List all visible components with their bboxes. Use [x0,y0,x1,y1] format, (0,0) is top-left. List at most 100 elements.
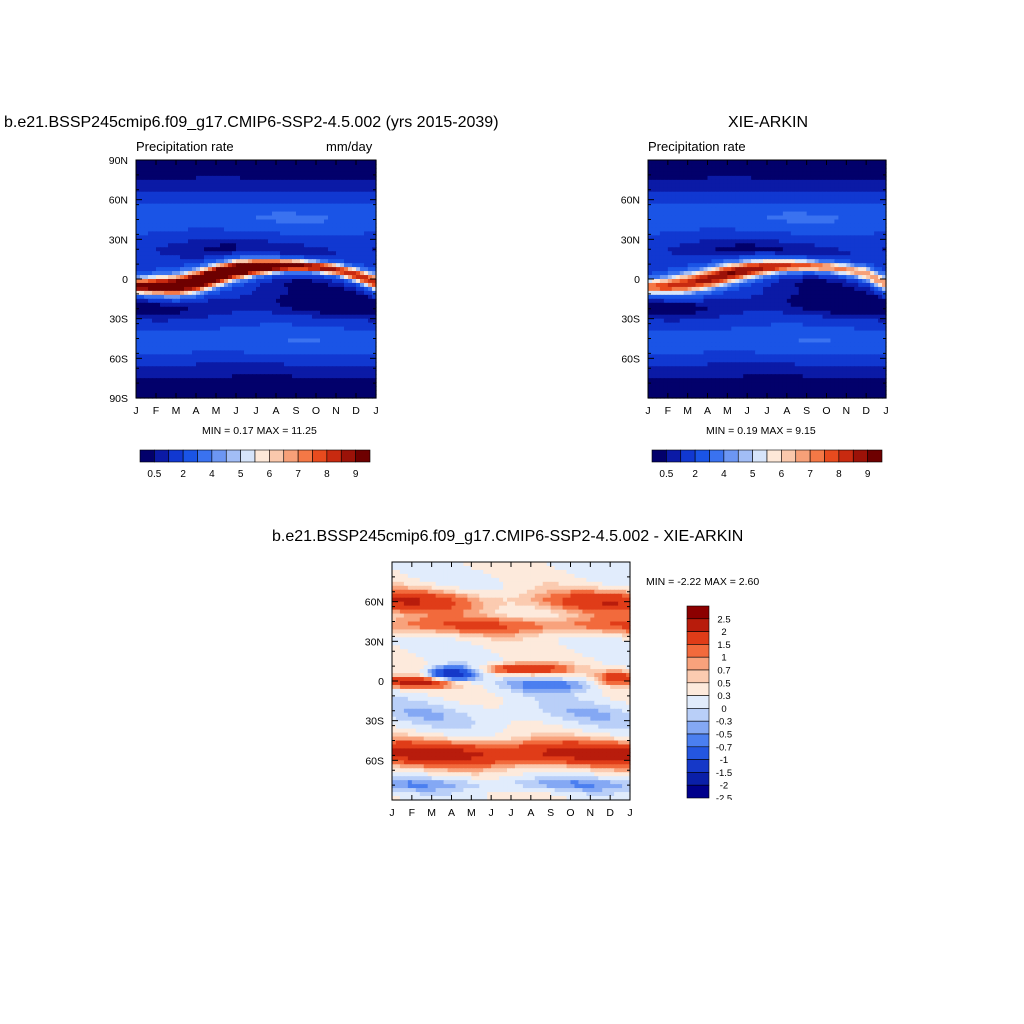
colorbar-label: -2.5 [716,794,732,801]
y-tick-label: 60N [365,597,384,609]
y-tick-label: 30N [365,636,384,648]
obs-minmax-label: MIN = 0.19 MAX = 9.15 [706,425,816,437]
colorbar-label: 0.5 [717,678,730,689]
colorbar-label: 0.3 [717,691,730,702]
x-tick-label: J [764,405,769,417]
colorbar-box [867,449,883,463]
colorbar-box [340,449,356,463]
colorbar-label: 1.5 [717,640,730,651]
colorbar-label: 0.7 [717,666,730,677]
colorbar-label: 5 [750,469,756,480]
colorbar-box [838,449,854,463]
x-tick-label: N [843,405,851,417]
y-tick-label: 60S [365,755,384,767]
colorbar-label: -1.5 [716,768,732,779]
colorbar-box [694,449,710,463]
colorbar-label: -1 [720,755,728,766]
colorbar-box [809,449,825,463]
colorbar-box [154,449,170,463]
x-tick-label: J [253,405,258,417]
colorbar-label: 0.5 [659,469,673,480]
colorbar-label: 9 [353,469,359,480]
x-tick-label: J [883,405,888,417]
colorbar-box [297,449,313,463]
x-tick-label: J [133,405,138,417]
colorbar-label: 2 [692,469,698,480]
colorbar-box [686,784,710,799]
x-tick-label: M [723,405,732,417]
colorbar-label: 1 [721,653,726,664]
x-tick-label: J [508,807,513,819]
x-tick-label: J [489,807,494,819]
x-tick-label: D [862,405,870,417]
colorbar-box [680,449,696,463]
colorbar-label: 2 [180,469,186,480]
x-tick-label: F [409,807,415,819]
colorbar-label: 0.5 [147,469,161,480]
colorbar-label: 0 [721,704,726,715]
colorbar-label: 6 [779,469,785,480]
x-tick-label: O [566,807,574,819]
x-tick-label: J [373,405,378,417]
y-tick-label: 30S [109,314,128,326]
x-tick-label: S [547,807,554,819]
x-tick-label: M [467,807,476,819]
colorbar-box [686,631,710,645]
colorbar-box [283,449,299,463]
colorbar-label: 9 [865,469,871,480]
x-tick-label: J [645,405,650,417]
colorbar-box [168,449,184,463]
x-tick-label: A [527,807,534,819]
model-variable-label: Precipitation rate [136,139,234,154]
colorbar-box [795,449,811,463]
colorbar-box [686,618,710,632]
colorbar-label: 6 [267,469,273,480]
x-tick-label: N [332,405,340,417]
x-tick-label: M [683,405,692,417]
colorbar-box [686,669,710,684]
colorbar-box [781,449,797,463]
x-tick-label: A [272,405,279,417]
colorbar-box [225,449,241,463]
colorbar-label: 2.5 [717,614,730,625]
x-tick-label: N [587,807,595,819]
x-tick-label: F [153,405,159,417]
colorbar-box [686,708,710,722]
x-tick-label: O [822,405,830,417]
x-tick-label: J [389,807,394,819]
colorbar-box [211,449,227,463]
colorbar-box [666,449,682,463]
y-tick-label: 0 [122,274,128,286]
y-tick-label: 30S [365,716,384,728]
y-tick-label: 60S [109,353,128,365]
colorbar-label: 4 [721,469,727,480]
colorbar-box [686,695,710,709]
colorbar-box [686,733,710,748]
x-tick-label: A [783,405,790,417]
colorbar-label: 7 [295,469,301,480]
y-tick-label: 60N [621,195,640,207]
colorbar-box [824,449,840,463]
colorbar-box [269,449,285,463]
x-tick-label: S [292,405,299,417]
colorbar-box [686,605,710,620]
colorbar-box [326,449,342,463]
colorbar-label: -0.3 [716,717,732,728]
x-tick-label: A [704,405,711,417]
x-tick-label: S [803,405,810,417]
colorbar-box [686,759,710,773]
colorbar-box [709,449,725,463]
colorbar-label: -0.7 [716,742,732,753]
colorbar-box [686,746,710,760]
colorbar-box [737,449,753,463]
y-tick-label: 60N [109,195,128,207]
colorbar-box [651,449,667,463]
colorbar-box [723,449,739,463]
model-minmax-label: MIN = 0.17 MAX = 11.25 [202,425,317,437]
colorbar-box [139,449,155,463]
obs-variable-label: Precipitation rate [648,139,746,154]
colorbar-box [686,644,710,658]
